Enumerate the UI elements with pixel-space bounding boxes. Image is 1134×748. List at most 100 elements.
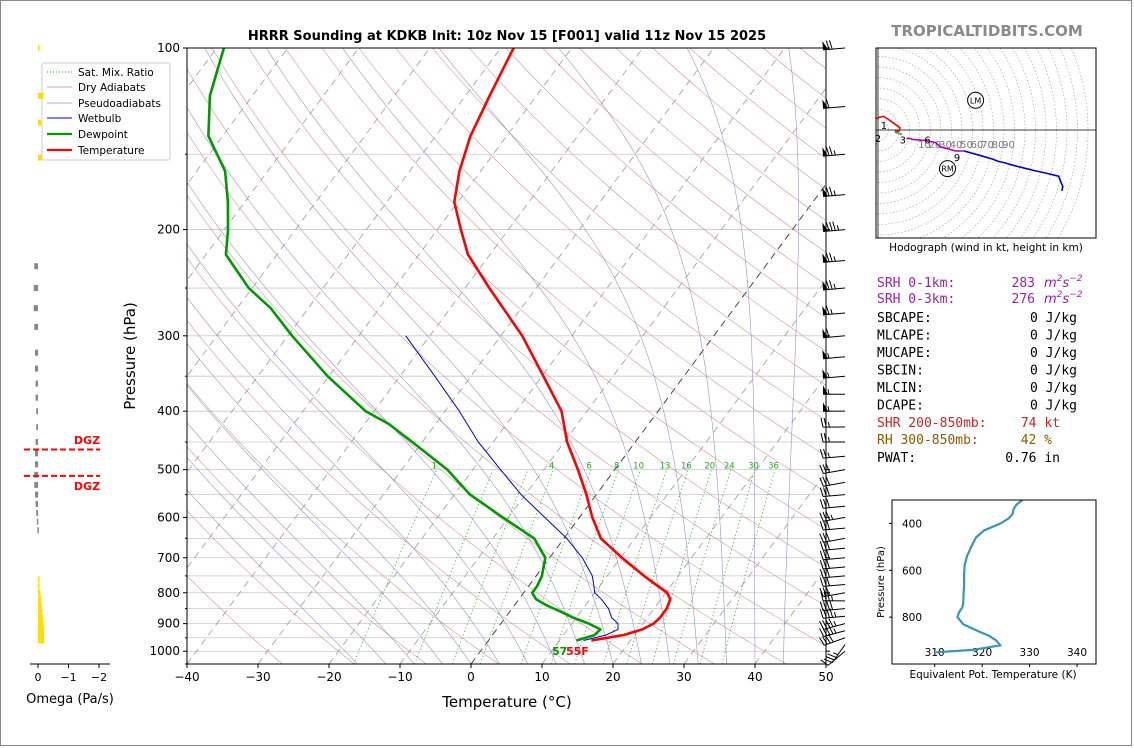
- dry-adiabat-line: [187, 510, 355, 664]
- y-tick-label: 500: [157, 463, 180, 477]
- wind-barb-full: [822, 532, 827, 542]
- srh-1km-value: 283: [1012, 276, 1035, 291]
- wind-barb-full: [820, 432, 824, 443]
- wind-barb-full: [825, 328, 830, 338]
- wind-barb: [819, 487, 846, 497]
- dry-adiabat-line: [187, 131, 787, 664]
- mixing-ratio-label: 13: [660, 462, 671, 472]
- hodograph-height-label: 3: [900, 135, 906, 146]
- dgz-label-top: DGZ: [74, 434, 100, 447]
- hodograph-ring-label: 60: [971, 140, 984, 151]
- moist-adiabat-line: [187, 296, 500, 664]
- wind-barb-full: [825, 586, 831, 596]
- wind-barb-full: [825, 656, 835, 661]
- pwat-value: 0.76 in: [1005, 451, 1060, 466]
- surface-temperature-label: 55F: [566, 645, 589, 658]
- wind-barb-full: [819, 477, 824, 487]
- legend-dry-adiabats: Dry Adiabats: [78, 82, 146, 94]
- omega-bar: [38, 626, 45, 633]
- wind-barb-full: [819, 449, 824, 459]
- wind-barb-full: [829, 280, 833, 290]
- isotherm-line: [257, 48, 715, 664]
- dry-adiabat-line: [187, 320, 571, 664]
- wind-barb-full: [825, 619, 831, 628]
- wind-barb-half: [833, 150, 836, 156]
- wind-barb-full: [820, 591, 824, 601]
- storm-motion-marker: [967, 91, 985, 109]
- wind-barb: [819, 448, 846, 459]
- hodograph-trace: [876, 115, 901, 132]
- wind-barb-shaft: [823, 481, 846, 487]
- wind-barb-shaft: [823, 575, 846, 579]
- wind-barb-full: [823, 498, 827, 509]
- moist-adiabat-line: [187, 422, 415, 664]
- dry-adiabat-line: [187, 383, 499, 664]
- mixing-ratio-label: 6: [586, 462, 591, 472]
- omega-bar: [35, 461, 39, 468]
- wind-barb-full: [819, 550, 824, 560]
- wind-barb: [822, 40, 846, 51]
- wind-barb-half: [827, 353, 830, 359]
- skewt-profiles: [207, 48, 672, 642]
- wind-barb-shaft: [823, 527, 846, 531]
- skewt-background-lines: 1 4 6 8 10 13 16 20 24 30 36: [187, 48, 826, 664]
- omega-tick-label: −2: [91, 671, 107, 684]
- legend-mixing-ratio: Sat. Mix. Ratio: [78, 67, 154, 79]
- wind-barb-full: [819, 541, 824, 551]
- wind-barb-full: [825, 280, 830, 290]
- legend-dewpoint: Dewpoint: [78, 129, 128, 141]
- wind-barb-shaft: [823, 259, 846, 263]
- mixing-ratio-line: [574, 469, 641, 664]
- omega-bar: [38, 45, 40, 51]
- hodograph-trace: [912, 138, 965, 152]
- wind-barb-shaft: [823, 494, 846, 497]
- wind-barb-full: [826, 550, 830, 560]
- index-row-value: 0 J/kg: [1030, 399, 1077, 414]
- hodograph-ring-label: 90: [1002, 140, 1015, 151]
- wind-barb-full: [823, 601, 827, 611]
- wind-barb-full: [829, 221, 833, 231]
- wind-barb-shaft: [823, 592, 846, 598]
- wind-barb: [820, 432, 846, 443]
- srh-3km-value: 276: [1012, 292, 1035, 307]
- theta-y-tick-label: 800: [902, 612, 922, 624]
- index-row-label: MLCIN:: [877, 381, 924, 396]
- wind-barb: [822, 385, 846, 395]
- x-tick-label: 0: [467, 670, 475, 684]
- skewt-legend: Sat. Mix. Ratio Dry Adiabats Pseudoadiab…: [41, 62, 171, 161]
- hodograph-ring-label: 70: [981, 140, 994, 151]
- mixing-ratio-label: 24: [724, 462, 735, 472]
- mixing-ratio-label: 30: [748, 462, 759, 472]
- wind-barb-full: [832, 221, 836, 231]
- omega-bar: [38, 596, 42, 603]
- omega-bar: [35, 501, 38, 507]
- wind-barb: [819, 520, 846, 531]
- wind-barb-half: [833, 611, 837, 618]
- x-tick-label: 10: [534, 670, 549, 684]
- wind-barb-half: [827, 436, 830, 443]
- omega-bar: [38, 614, 43, 621]
- wind-barb: [822, 252, 846, 263]
- x-tick-label: 40: [747, 670, 762, 684]
- wind-barb-shaft: [831, 644, 846, 663]
- wind-barb-flag: [822, 187, 829, 197]
- wind-barb-full: [819, 601, 824, 611]
- isotherm-line: [187, 48, 360, 281]
- wind-barb-full: [819, 464, 824, 474]
- wind-barb-full: [826, 487, 830, 497]
- wind-barb-flag: [822, 281, 829, 290]
- legend-temperature: Temperature: [77, 145, 145, 157]
- wind-barb-shaft: [823, 505, 846, 509]
- theta-e-frame: [891, 499, 1097, 665]
- srh-1km-units: m2s−2: [1044, 274, 1083, 291]
- hodograph-frame: [875, 47, 1097, 239]
- isotherm-line: [328, 48, 786, 664]
- wind-barb: [820, 417, 846, 428]
- wind-barb-shaft: [823, 608, 846, 612]
- wind-barb-full: [823, 550, 827, 560]
- wind-barb-full: [823, 658, 833, 664]
- wind-barb-half: [831, 595, 834, 601]
